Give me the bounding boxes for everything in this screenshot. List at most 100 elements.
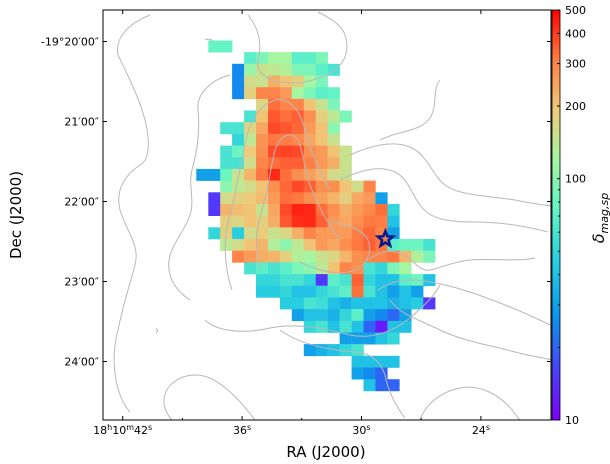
- heatmap-cell: [315, 204, 328, 216]
- heatmap-cell: [375, 332, 388, 345]
- heatmap-cell: [303, 180, 316, 193]
- heatmap-cell: [351, 309, 364, 322]
- heatmap-cell: [220, 215, 233, 228]
- heatmap-cell: [303, 239, 316, 251]
- heatmap-cell: [256, 75, 269, 88]
- heatmap-cell: [268, 168, 281, 181]
- heatmap-cell: [208, 192, 221, 205]
- heatmap-cell: [220, 192, 233, 205]
- heatmap-cell: [315, 157, 328, 170]
- heatmap-cell: [232, 227, 245, 240]
- heatmap-cell: [256, 227, 269, 240]
- heatmap-cell: [327, 133, 340, 146]
- x-tick-label: 30s: [352, 423, 370, 437]
- heatmap-cell: [303, 52, 316, 65]
- colorbar-tick-label: 100: [565, 173, 586, 186]
- heatmap-cell: [327, 285, 340, 298]
- heatmap-cell: [399, 297, 412, 310]
- heatmap-cell: [351, 204, 364, 216]
- contour-line: [113, 14, 151, 413]
- heatmap-cell: [244, 157, 257, 170]
- heatmap-cell: [291, 262, 304, 275]
- heatmap-cell: [303, 168, 316, 181]
- heatmap-cell: [232, 133, 245, 146]
- heatmap-cell: [268, 274, 281, 287]
- contour-line: [419, 386, 521, 421]
- y-tick-label: 23′00″: [64, 276, 99, 289]
- heatmap-cell: [256, 63, 269, 76]
- heatmap-cell: [399, 262, 412, 275]
- heatmap-cell: [327, 110, 340, 123]
- heatmap-cell: [208, 227, 221, 240]
- heatmap-cell: [327, 250, 340, 263]
- heatmap-cell: [208, 40, 221, 53]
- heatmap-cell: [387, 204, 400, 216]
- heatmap-cell: [387, 239, 400, 251]
- heatmap-cell: [256, 133, 269, 146]
- heatmap-cell: [315, 52, 328, 65]
- heatmap-cell: [279, 227, 293, 240]
- heatmap-cell: [315, 285, 328, 298]
- heatmap-cell: [291, 215, 304, 228]
- heatmap-cell: [256, 110, 269, 123]
- heatmap-cell: [351, 180, 364, 193]
- heatmap-cell: [339, 239, 352, 251]
- heatmap-cell: [387, 355, 400, 368]
- heatmap-cell: [363, 379, 376, 392]
- heatmap-cell: [327, 98, 340, 111]
- heatmap-cell: [279, 297, 293, 310]
- heatmap-cell: [244, 180, 257, 193]
- heatmap-cell: [268, 75, 281, 88]
- heatmap-cell: [363, 262, 376, 275]
- heatmap-cell: [232, 157, 245, 170]
- x-tick-label: 24s: [472, 423, 490, 437]
- heatmap-cell: [327, 274, 340, 287]
- contour-lines: [113, 11, 553, 421]
- heatmap-cell: [339, 344, 352, 357]
- heatmap-cell: [279, 145, 293, 158]
- heatmap-cell: [232, 250, 245, 263]
- contour-line: [379, 79, 441, 141]
- y-tick-label: 24′00″: [64, 356, 99, 369]
- heatmap-cell: [268, 262, 281, 275]
- heatmap-cell: [220, 204, 233, 216]
- heatmap-cell: [363, 309, 376, 322]
- heatmap-cell: [327, 157, 340, 170]
- heatmap-cell: [315, 215, 328, 228]
- heatmap-cell: [315, 192, 328, 205]
- heatmap-cell: [351, 227, 364, 240]
- heatmap-cell: [291, 87, 304, 100]
- heatmap-cell: [303, 274, 316, 287]
- x-axis: 18h10m42s 36s 30s 24s: [93, 10, 490, 437]
- heatmap-cell: [220, 40, 233, 53]
- heatmap-cell: [363, 204, 376, 216]
- heatmap-cell: [351, 332, 364, 345]
- heatmap-cell: [244, 63, 257, 76]
- heatmap-cell: [315, 344, 328, 357]
- heatmap-cell: [363, 180, 376, 193]
- heatmap-cell: [303, 63, 316, 76]
- contour-line: [247, 11, 348, 84]
- heatmap-cell: [291, 157, 304, 170]
- y-tick-label: 22′00″: [64, 196, 99, 209]
- heatmap-cell: [327, 168, 340, 181]
- heatmap-cell: [363, 355, 376, 368]
- heatmap-cell: [268, 192, 281, 205]
- heatmap-cell: [411, 285, 424, 298]
- colorbar-tick-label: 300: [565, 58, 586, 71]
- heatmap-cell: [351, 239, 364, 251]
- heatmap-cell: [232, 122, 245, 135]
- heatmap-cell: [244, 192, 257, 205]
- heatmap-cell: [303, 204, 316, 216]
- heatmap-cell: [196, 168, 209, 181]
- heatmap-cell: [232, 75, 245, 88]
- heatmap-cell: [291, 192, 304, 205]
- heatmap-cell: [291, 52, 304, 65]
- heatmap-cell: [268, 52, 281, 65]
- heatmap-cell: [387, 297, 400, 310]
- heatmap-cell: [256, 262, 269, 275]
- heatmap-cell: [232, 204, 245, 216]
- heatmap-cell: [244, 250, 257, 263]
- heatmap-cell: [279, 87, 293, 100]
